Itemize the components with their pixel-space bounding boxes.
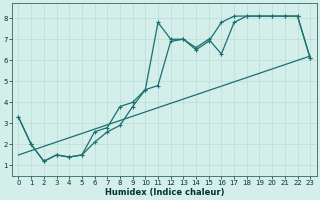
- X-axis label: Humidex (Indice chaleur): Humidex (Indice chaleur): [105, 188, 224, 197]
